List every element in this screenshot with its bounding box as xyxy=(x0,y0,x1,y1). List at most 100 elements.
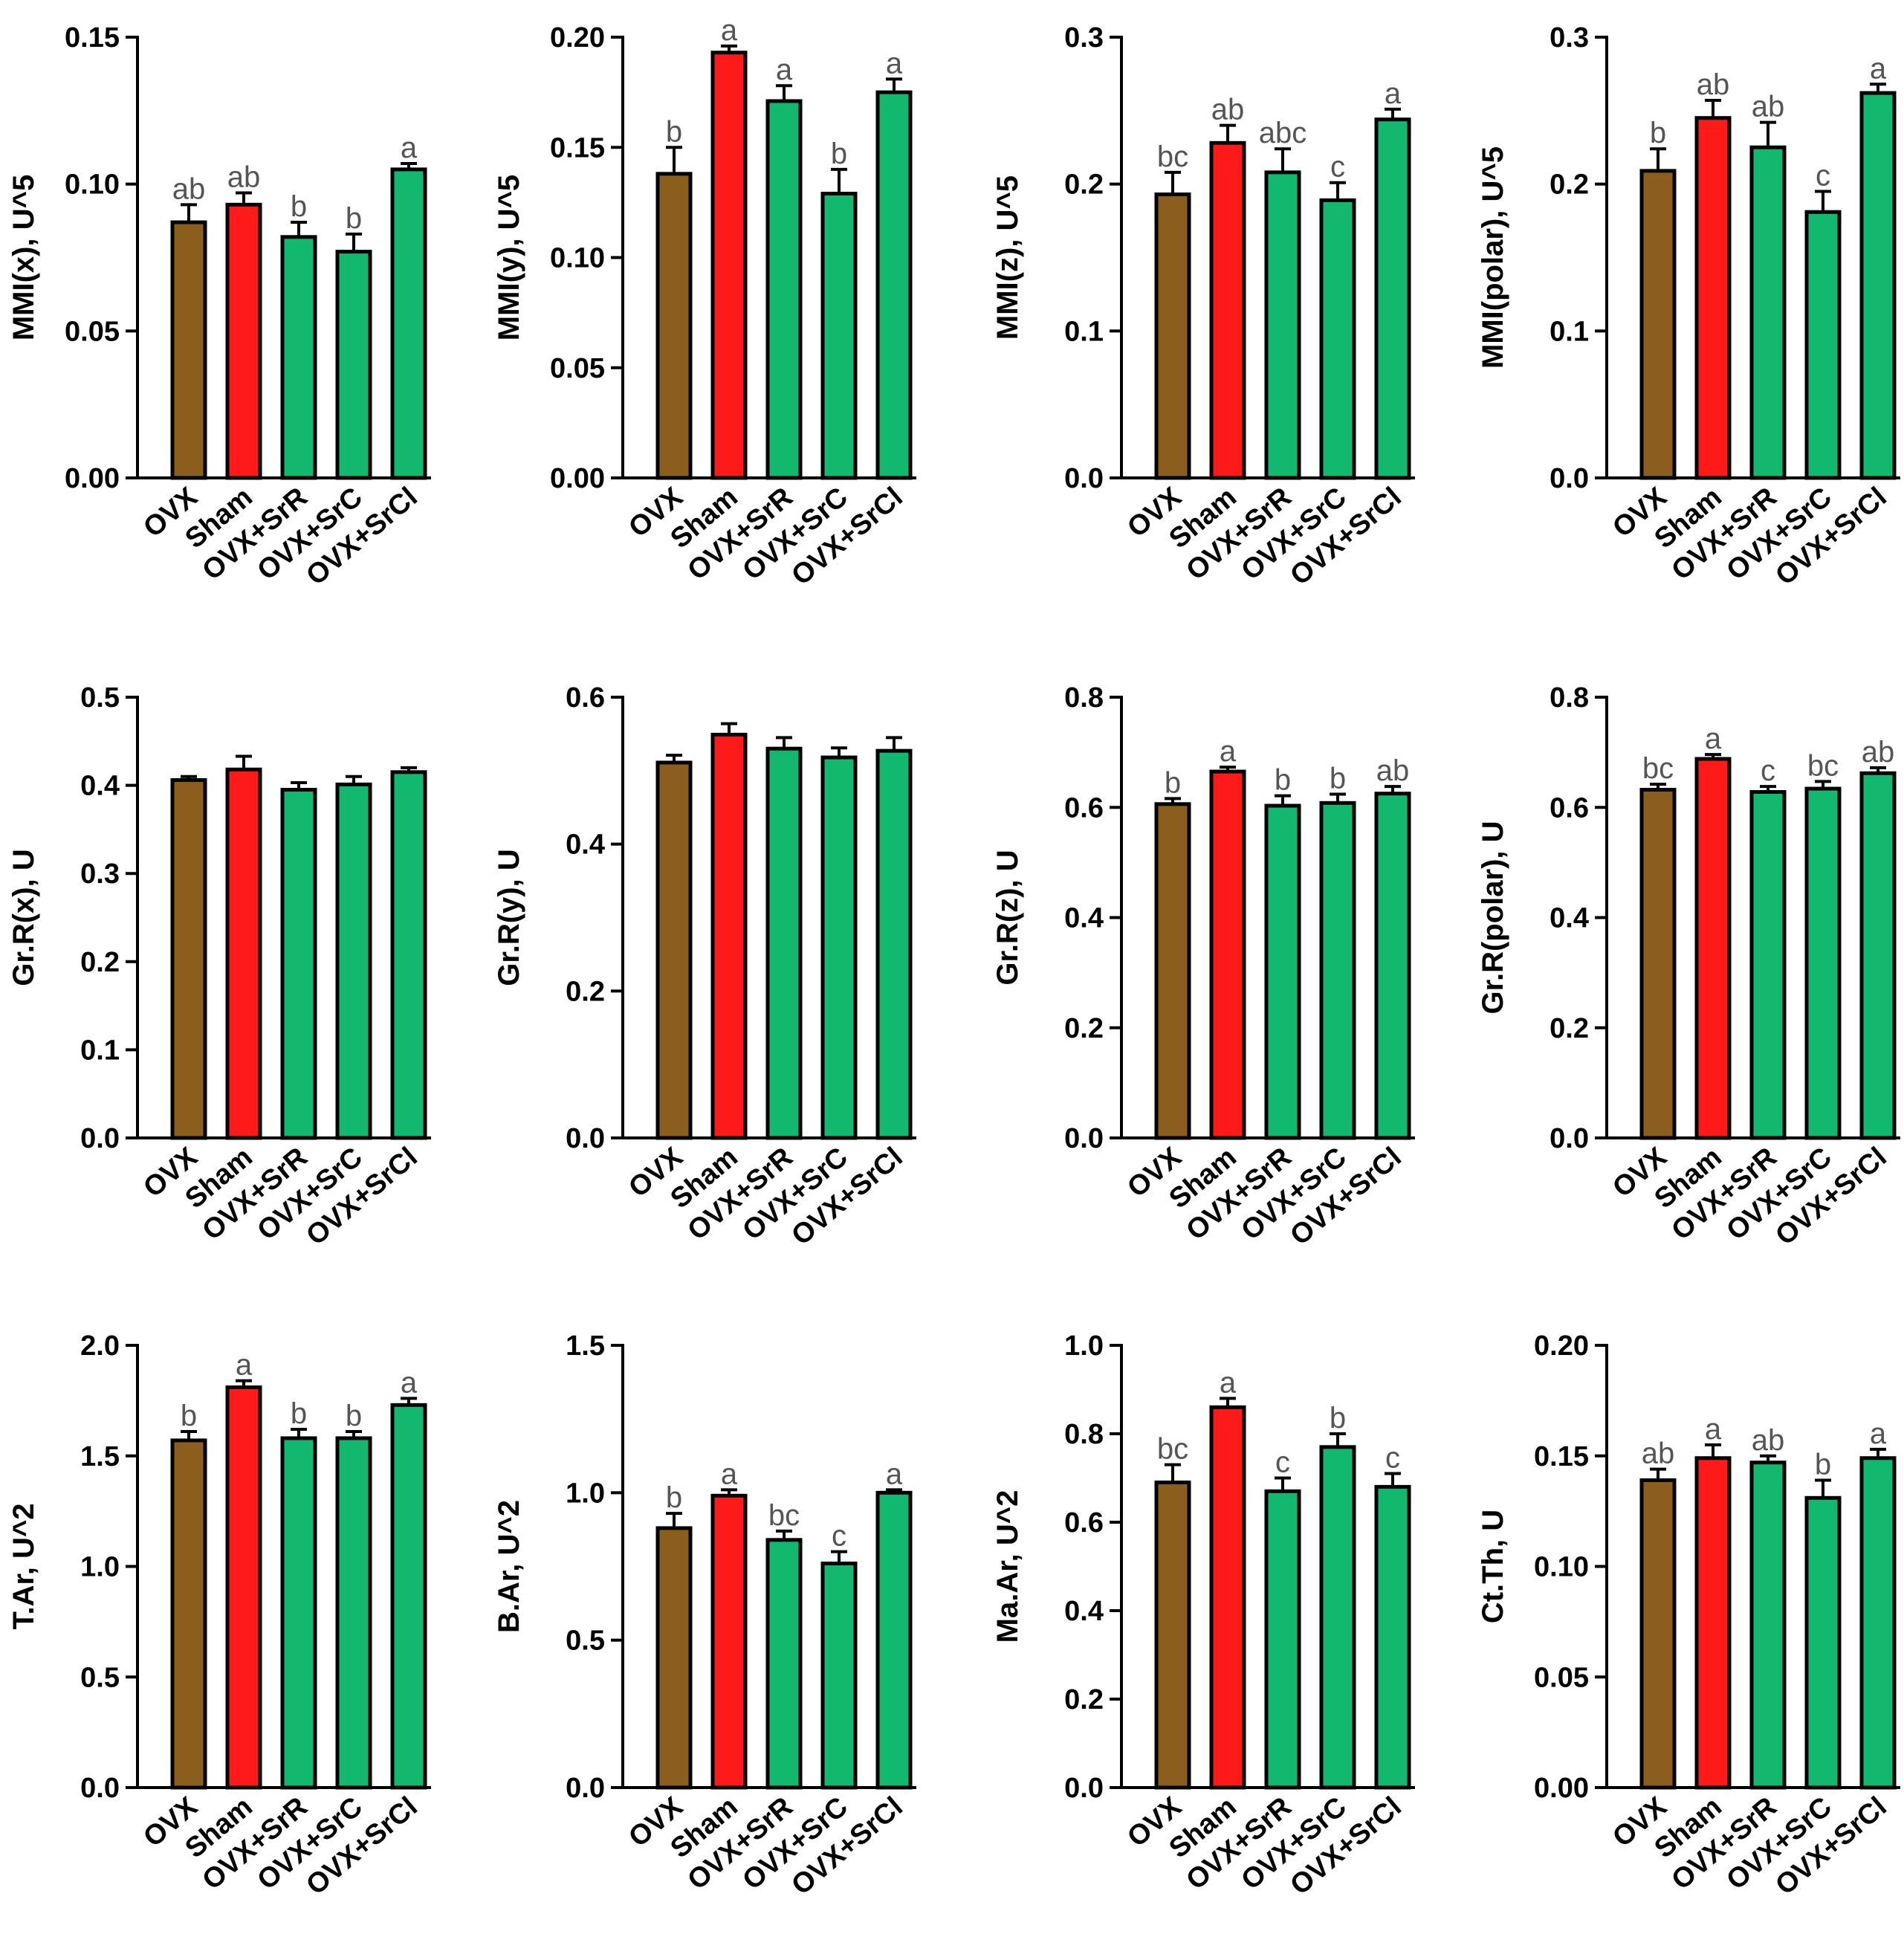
bar-ovx-srr xyxy=(765,99,803,480)
y-tick-label: 0.3 xyxy=(1064,22,1104,54)
significance-letter: a xyxy=(401,132,418,164)
y-tick-label: 0.0 xyxy=(566,1773,605,1804)
bar-ovx-srcl xyxy=(1859,91,1897,480)
significance-letter: b xyxy=(181,1400,197,1432)
y-tick-label: 0.05 xyxy=(550,353,605,384)
bar-ovx-srcl xyxy=(390,1403,427,1790)
bar-ovx xyxy=(1154,802,1191,1140)
bar-ovx-srr xyxy=(765,746,803,1140)
significance-letter: b xyxy=(291,190,307,223)
y-tick-label: 0.6 xyxy=(566,682,605,714)
significance-letter: bc xyxy=(1157,1433,1188,1466)
bar-ovx-src xyxy=(820,755,858,1140)
y-tick-label: 0.6 xyxy=(1550,792,1589,824)
bar-ovx xyxy=(1639,1478,1677,1790)
significance-letter: b xyxy=(346,1400,362,1432)
y-tick-label: 0.2 xyxy=(1064,169,1104,201)
y-tick-label: 1.0 xyxy=(566,1478,605,1509)
bar-ovx-srcl xyxy=(1859,1456,1897,1790)
bar-sham xyxy=(710,51,748,480)
significance-letter: bc xyxy=(1157,140,1188,173)
significance-letter: a xyxy=(1870,52,1887,85)
y-tick-label: 0.4 xyxy=(80,771,120,802)
bar-ovx-srr xyxy=(765,1538,803,1790)
y-tick-label: 1.5 xyxy=(566,1330,605,1362)
y-tick-label: 0.0 xyxy=(566,1123,605,1154)
bar-ovx xyxy=(655,172,693,480)
significance-letter: bc xyxy=(1642,752,1674,785)
y-axis-title: MMI(polar), U^5 xyxy=(1477,146,1509,369)
significance-letter: b xyxy=(1165,766,1181,799)
y-tick-label: 0.8 xyxy=(1064,1419,1104,1450)
bar-ovx-srr xyxy=(280,1436,317,1790)
y-tick-label: 0.2 xyxy=(566,976,605,1007)
significance-letter: b xyxy=(1330,762,1346,795)
y-tick-label: 0.00 xyxy=(1534,1773,1589,1804)
y-tick-label: 0.0 xyxy=(1064,463,1104,494)
y-tick-label: 0.5 xyxy=(80,682,120,714)
y-tick-label: 0.10 xyxy=(550,243,605,274)
y-tick-label: 0.00 xyxy=(65,463,120,494)
y-axis-title: Gr.R(polar), U xyxy=(1477,821,1509,1014)
significance-letter: a xyxy=(776,54,793,86)
y-tick-label: 0.2 xyxy=(1064,1684,1104,1715)
bar-ovx xyxy=(170,777,207,1140)
y-tick-label: 0.2 xyxy=(1064,1013,1104,1044)
y-axis-title: Gr.R(x), U xyxy=(7,849,40,986)
significance-letter: c xyxy=(1761,754,1775,787)
bar-ovx-src xyxy=(1319,198,1356,480)
bar-sham xyxy=(710,1493,748,1790)
significance-letter: bc xyxy=(1807,749,1839,782)
significance-letter: bc xyxy=(768,1499,800,1532)
bar-sham xyxy=(1209,140,1246,480)
y-axis-title: Ma.Ar, U^2 xyxy=(991,1490,1024,1643)
y-tick-label: 0.0 xyxy=(1064,1773,1104,1804)
y-tick-label: 0.10 xyxy=(65,169,120,201)
y-tick-label: 0.4 xyxy=(566,829,605,861)
y-tick-label: 1.5 xyxy=(80,1441,120,1472)
bar-ovx-src xyxy=(820,192,858,480)
y-tick-label: 2.0 xyxy=(80,1330,120,1362)
y-tick-label: 1.0 xyxy=(1064,1330,1104,1362)
significance-letter: b xyxy=(291,1397,307,1430)
bar-ovx xyxy=(655,760,693,1140)
significance-letter: b xyxy=(346,202,362,235)
bar-ovx xyxy=(1154,193,1191,480)
significance-letter: ab xyxy=(172,172,206,205)
bar-ovx-srr xyxy=(280,788,317,1140)
bar-ovx-srr xyxy=(1264,803,1301,1140)
y-tick-label: 0.0 xyxy=(1550,463,1589,494)
y-tick-label: 0.05 xyxy=(65,316,120,347)
y-axis-title: Gr.R(z), U xyxy=(991,850,1024,985)
y-tick-label: 0.2 xyxy=(1550,1013,1589,1044)
y-axis-title: Ct.Th, U xyxy=(1477,1510,1509,1623)
bar-ovx-src xyxy=(1804,786,1842,1140)
significance-letter: a xyxy=(401,1366,418,1399)
bar-sham xyxy=(1694,116,1732,480)
y-tick-label: 0.1 xyxy=(80,1035,120,1066)
chart-panel-6: 0.00.20.40.6Gr.R(y), UOVXShamOVX+SrROVX+… xyxy=(493,682,916,1252)
y-tick-label: 0.20 xyxy=(1534,1330,1589,1362)
y-axis-title: MMI(x), U^5 xyxy=(7,175,40,340)
y-tick-label: 0.15 xyxy=(550,132,605,164)
y-tick-label: 0.4 xyxy=(1064,1596,1104,1627)
bar-ovx-srcl xyxy=(390,167,427,480)
significance-letter: b xyxy=(666,1481,682,1514)
chart-panel-9: 0.00.51.01.52.0T.Ar, U^2bOVXaShambOVX+Sr… xyxy=(7,1330,431,1901)
bar-ovx xyxy=(1639,169,1677,480)
significance-letter: b xyxy=(1815,1448,1831,1481)
y-tick-label: 0.4 xyxy=(1064,903,1104,934)
significance-letter: ab xyxy=(1862,736,1895,769)
bar-ovx-src xyxy=(1804,210,1842,480)
bar-ovx-srcl xyxy=(1374,117,1411,480)
y-tick-label: 1.0 xyxy=(80,1552,120,1583)
chart-panel-7: 0.00.20.40.60.8Gr.R(z), UbOVXaShambOVX+S… xyxy=(991,682,1415,1252)
significance-letter: b xyxy=(1650,117,1666,149)
bar-ovx-src xyxy=(335,782,372,1140)
bar-sham xyxy=(225,767,262,1140)
